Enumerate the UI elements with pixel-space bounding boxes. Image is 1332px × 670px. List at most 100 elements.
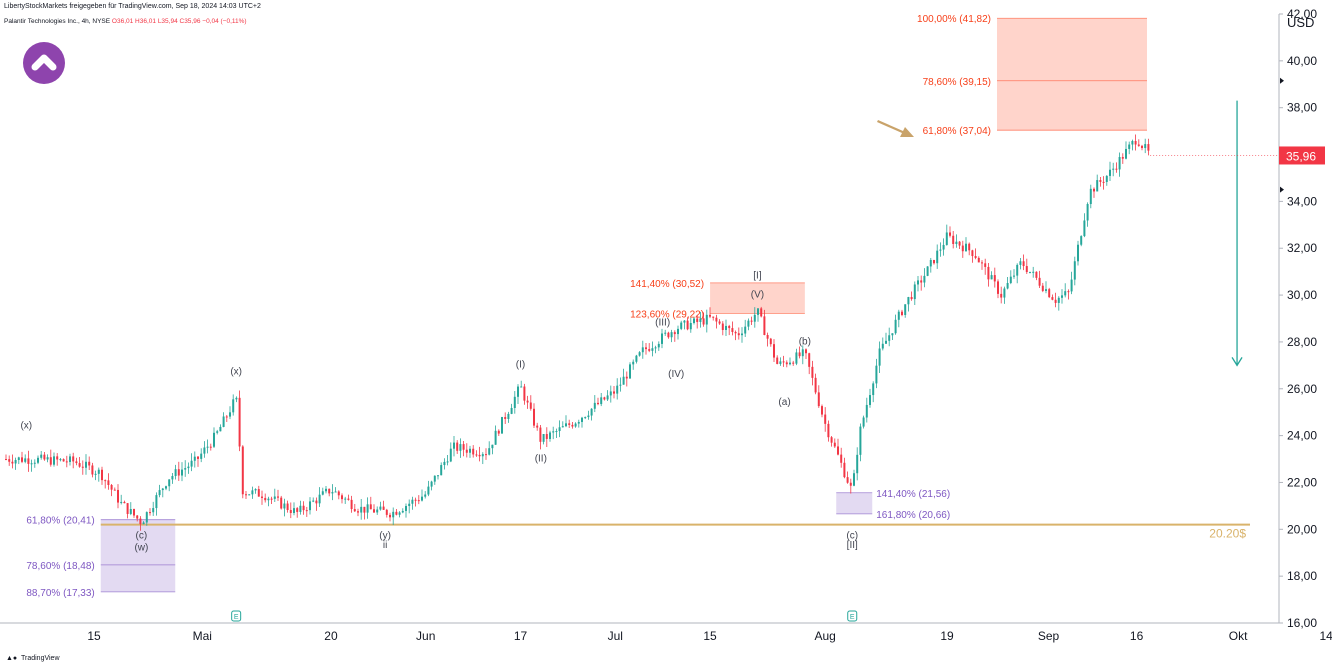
- candle: [811, 366, 814, 378]
- candle: [168, 479, 171, 487]
- earnings-marker-label: E: [234, 614, 239, 621]
- candle: [462, 444, 465, 450]
- wave-label: (I): [516, 360, 525, 371]
- earnings-marker[interactable]: [847, 610, 858, 622]
- candle: [325, 488, 327, 492]
- last-price-tag: [1279, 146, 1325, 165]
- candle: [385, 509, 388, 515]
- candle: [312, 500, 315, 502]
- candle: [792, 362, 795, 364]
- candle: [353, 509, 356, 512]
- candle: [705, 314, 708, 325]
- candle: [190, 460, 193, 467]
- candle: [37, 457, 39, 463]
- candle: [331, 492, 334, 494]
- candle: [219, 426, 222, 432]
- candle: [1137, 144, 1140, 146]
- price-axis-marker: [1280, 186, 1284, 193]
- candle: [357, 511, 359, 513]
- candle: [347, 498, 350, 500]
- candle: [526, 400, 529, 403]
- time-tick-label: 15: [87, 629, 101, 643]
- candle: [875, 365, 878, 384]
- candle: [750, 320, 753, 322]
- candle: [520, 386, 523, 388]
- candle: [65, 461, 68, 463]
- candle: [283, 503, 286, 509]
- candle: [648, 349, 651, 351]
- wave-label: [I]: [753, 271, 762, 282]
- candle: [651, 348, 654, 351]
- candle: [1080, 236, 1083, 245]
- candle: [718, 321, 721, 324]
- candle: [840, 454, 843, 463]
- candle: [62, 459, 65, 462]
- candle: [363, 506, 366, 513]
- price-tick-label: 24,00: [1287, 429, 1317, 443]
- candle: [1089, 188, 1092, 205]
- time-tick-label: 20: [324, 629, 338, 643]
- candle: [110, 484, 113, 490]
- price-tick-label: 38,00: [1287, 101, 1317, 115]
- candle: [885, 340, 887, 344]
- candle: [334, 491, 337, 493]
- candle: [315, 500, 318, 504]
- candle: [1022, 261, 1025, 267]
- candle: [501, 417, 503, 434]
- publisher-logo[interactable]: [23, 42, 65, 84]
- candle: [923, 275, 926, 283]
- candle: [446, 461, 449, 463]
- candle: [753, 314, 756, 322]
- currency-label[interactable]: USD: [1287, 15, 1315, 30]
- candle: [318, 494, 321, 504]
- candle: [1099, 180, 1102, 182]
- candle: [1128, 144, 1131, 149]
- candle: [1118, 157, 1121, 170]
- candle: [158, 490, 161, 496]
- candle: [171, 476, 174, 480]
- candle: [622, 376, 625, 385]
- candle: [120, 501, 123, 503]
- price-tick-label: 20,00: [1287, 522, 1317, 536]
- candle: [904, 304, 907, 315]
- candle: [558, 427, 561, 432]
- wave-label: (V): [751, 289, 764, 300]
- candle: [536, 425, 539, 428]
- tradingview-footer[interactable]: ▲● TradingView: [6, 655, 60, 662]
- candle: [584, 417, 587, 419]
- candle: [645, 347, 647, 350]
- candle: [961, 245, 964, 252]
- candle: [987, 266, 990, 280]
- candle: [1131, 140, 1134, 145]
- wave-label: (a): [778, 397, 790, 408]
- candle: [862, 417, 865, 427]
- fib-level-label: 88,70% (17,33): [26, 588, 94, 599]
- candle: [565, 423, 567, 427]
- candle: [229, 412, 231, 417]
- candle: [126, 503, 129, 514]
- candle: [321, 491, 324, 495]
- earnings-marker[interactable]: [231, 610, 242, 622]
- candle: [1073, 261, 1076, 280]
- candle: [203, 447, 206, 454]
- candle: [510, 407, 513, 414]
- ohlc-values: O36,01 H36,01 L35,94 C35,96 −0,04 (−0,11…: [111, 18, 247, 25]
- candle: [270, 498, 273, 500]
- price-tick-label: 34,00: [1287, 194, 1317, 208]
- candle: [459, 444, 462, 451]
- support-label: 20.20$: [1209, 527, 1246, 541]
- candle: [920, 280, 923, 283]
- candle: [1019, 261, 1022, 265]
- candle: [433, 475, 436, 482]
- candle: [341, 495, 343, 500]
- candle: [878, 348, 881, 366]
- candle: [49, 457, 52, 465]
- candle: [958, 241, 961, 246]
- candle: [600, 397, 603, 405]
- candle: [1006, 283, 1009, 289]
- candle: [136, 515, 139, 519]
- time-tick-label: 14: [1319, 629, 1332, 643]
- candle: [30, 463, 33, 465]
- candle: [424, 494, 427, 497]
